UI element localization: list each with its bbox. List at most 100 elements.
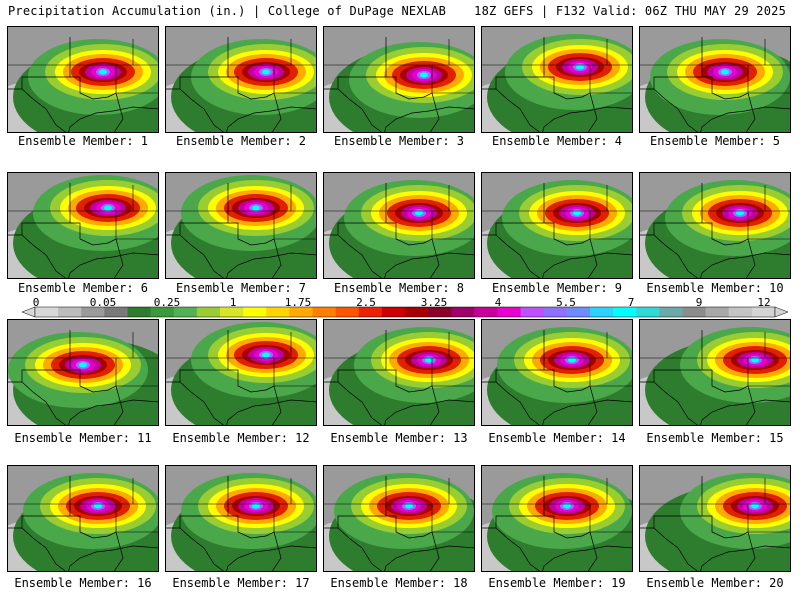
precip-field — [721, 69, 729, 75]
state-boundary — [166, 185, 316, 240]
state-boundary — [8, 330, 124, 425]
colorbar-tick-label: 5.5 — [556, 296, 576, 309]
colorbar-segment — [196, 307, 221, 317]
precip-map — [482, 27, 632, 132]
colorbar-segment — [381, 307, 406, 317]
ensemble-map-panel — [323, 319, 475, 426]
state-boundary — [8, 37, 124, 132]
state-boundary — [482, 332, 632, 387]
coastline — [653, 88, 790, 132]
colorbar-segment — [566, 307, 591, 317]
ensemble-map-panel — [639, 172, 791, 279]
colorbar-segment — [35, 307, 59, 317]
colorbar-tick-label: 4 — [494, 296, 502, 309]
state-boundary — [482, 476, 598, 571]
coastline — [653, 234, 790, 278]
precip-field — [425, 357, 433, 363]
state-boundary — [640, 37, 756, 132]
state-boundary — [166, 183, 282, 278]
precip-field — [751, 503, 759, 509]
colorbar-segment — [705, 307, 730, 317]
precip-map — [8, 466, 158, 571]
colorbar-segment — [150, 307, 175, 317]
colorbar-segment — [428, 307, 452, 317]
precip-map — [324, 320, 474, 425]
state-boundary — [640, 332, 790, 387]
ensemble-map-panel — [639, 465, 791, 572]
colorbar-segment — [81, 307, 105, 317]
colorbar-tick-label: 0.05 — [89, 296, 117, 309]
colorbar-tick-label: 2.5 — [356, 296, 376, 309]
coastline — [495, 381, 632, 425]
ensemble-map-panel — [481, 319, 633, 426]
precip-field — [79, 362, 87, 368]
precip-map — [640, 320, 790, 425]
ensemble-map-panel — [7, 172, 159, 279]
colorbar-segment — [520, 307, 545, 317]
colorbar-tick-label: 1.75 — [284, 296, 312, 309]
state-boundary — [482, 330, 598, 425]
state-boundary — [324, 330, 440, 425]
colorbar-segment — [636, 307, 660, 317]
precip-field — [262, 69, 270, 75]
ensemble-member-label: Ensemble Member: 1 — [17, 134, 149, 148]
ensemble-member-label: Ensemble Member: 2 — [175, 134, 307, 148]
state-boundary — [166, 332, 316, 387]
colorbar-segment — [173, 307, 198, 317]
ensemble-map-panel — [165, 319, 317, 426]
colorbar-segment — [751, 307, 776, 317]
coastline — [179, 527, 316, 571]
coastline — [653, 527, 790, 571]
state-boundary — [482, 183, 598, 278]
state-boundary — [8, 183, 124, 278]
state-boundary — [8, 185, 158, 240]
coastline — [337, 234, 474, 278]
colorbar-arrow-high — [774, 306, 788, 318]
coastline — [337, 88, 474, 132]
state-boundary — [640, 330, 756, 425]
state-boundary — [324, 185, 474, 240]
precip-map — [324, 27, 474, 132]
state-boundary — [8, 332, 158, 387]
ensemble-map-panel — [481, 465, 633, 572]
ensemble-map-panel — [481, 172, 633, 279]
ensemble-member-label: Ensemble Member: 14 — [488, 431, 626, 445]
colorbar-segment — [405, 307, 429, 317]
state-boundary — [640, 39, 790, 94]
colorbar-segment — [358, 307, 383, 317]
precip-map — [166, 173, 316, 278]
colorbar-segment — [451, 307, 475, 317]
state-boundary — [482, 478, 632, 533]
colorbar-segment — [58, 307, 82, 317]
colorbar-tick-label: 12 — [757, 296, 771, 309]
ensemble-member-label: Ensemble Member: 17 — [172, 576, 310, 590]
colorbar-segment — [243, 307, 267, 317]
state-boundary — [324, 332, 474, 387]
state-boundary — [166, 478, 316, 533]
colorbar-segment — [104, 307, 128, 317]
precip-field — [104, 205, 112, 211]
precip-map — [8, 27, 158, 132]
colorbar-segment — [497, 307, 521, 317]
state-boundary — [640, 183, 756, 278]
precip-field — [262, 352, 270, 358]
colorbar-segment — [728, 307, 753, 317]
ensemble-map-panel — [165, 465, 317, 572]
precip-field — [99, 69, 107, 75]
ensemble-member-label: Ensemble Member: 8 — [333, 281, 465, 295]
precip-field — [252, 205, 260, 211]
colorbar-segment — [543, 307, 568, 317]
coastline — [179, 381, 316, 425]
ensemble-map-panel — [323, 465, 475, 572]
ensemble-member-label: Ensemble Member: 18 — [330, 576, 468, 590]
precip-map — [482, 466, 632, 571]
ensemble-member-label: Ensemble Member: 16 — [14, 576, 152, 590]
precip-map — [8, 320, 158, 425]
ensemble-member-label: Ensemble Member: 15 — [646, 431, 784, 445]
coastline — [21, 234, 158, 278]
precip-field — [420, 72, 428, 78]
colorbar-segment — [613, 307, 637, 317]
state-boundary — [8, 478, 158, 533]
ensemble-member-label: Ensemble Member: 13 — [330, 431, 468, 445]
ensemble-map-panel — [639, 319, 791, 426]
